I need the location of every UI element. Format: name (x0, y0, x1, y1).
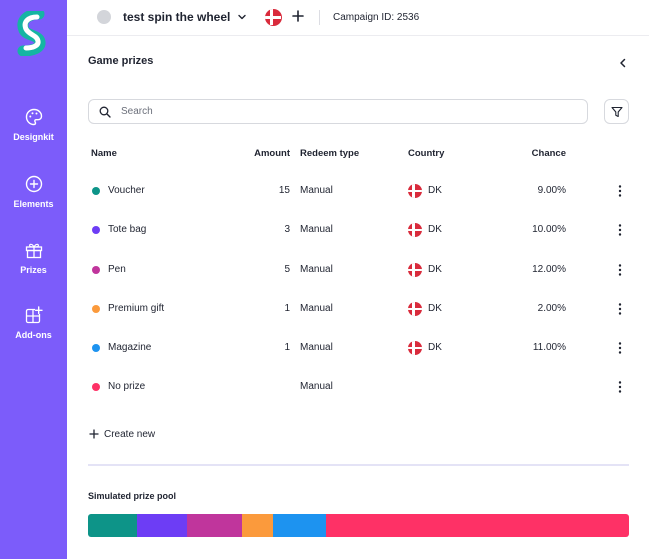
prize-country: DK (428, 224, 442, 235)
gift-icon (25, 243, 42, 259)
prize-pool-segment (326, 514, 629, 537)
campaign-name[interactable]: test spin the wheel (123, 10, 231, 24)
campaign-status-indicator (97, 10, 111, 24)
table-row[interactable]: Pen 5 Manual DK 12.00% (88, 260, 629, 280)
prize-pool-segment (187, 514, 243, 537)
more-options-icon[interactable] (614, 341, 626, 355)
prize-name: Premium gift (108, 303, 165, 314)
create-new-label: Create new (104, 429, 156, 440)
prize-country: DK (428, 185, 442, 196)
prize-redeem-type: Manual (300, 303, 333, 314)
sidebar-item-prizes[interactable]: Prizes (0, 241, 67, 275)
prize-amount: 5 (284, 264, 290, 275)
prize-chance: 11.00% (532, 342, 566, 353)
chevron-down-icon[interactable] (237, 12, 247, 22)
table-row[interactable]: Magazine 1 Manual DK 11.00% (88, 338, 629, 358)
top-bar: test spin the wheel Campaign ID: 2536 (67, 0, 649, 35)
prize-name: Tote bag (108, 224, 147, 235)
divider (67, 35, 649, 36)
prize-pool-title: Simulated prize pool (88, 491, 177, 501)
sidebar-item-label: Prizes (20, 265, 47, 275)
search-input[interactable] (121, 103, 571, 120)
prize-redeem-type: Manual (300, 342, 333, 353)
sidebar-item-designkit[interactable]: Designkit (0, 108, 67, 142)
prize-chance: 9.00% (537, 185, 566, 196)
prize-name: Magazine (108, 342, 152, 353)
prize-color-indicator (92, 305, 100, 313)
prize-chance: 10.00% (532, 224, 566, 235)
search-icon (99, 106, 111, 118)
sidebar-item-label: Add-ons (15, 330, 52, 340)
prize-redeem-type: Manual (300, 185, 333, 196)
denmark-flag-icon (408, 302, 422, 316)
table-row[interactable]: No prize Manual (88, 377, 629, 397)
prize-redeem-type: Manual (300, 224, 333, 235)
sidebar-item-elements[interactable]: Elements (0, 175, 67, 209)
prize-name: No prize (108, 381, 146, 392)
page-title: Game prizes (88, 55, 154, 67)
app-logo-icon[interactable] (15, 8, 51, 57)
plus-circle-icon (25, 175, 42, 193)
palette-icon (25, 108, 42, 126)
denmark-flag-icon (408, 263, 422, 277)
prize-redeem-type: Manual (300, 264, 333, 275)
prize-color-indicator (92, 226, 100, 234)
denmark-flag-icon (408, 184, 422, 198)
add-ons-icon (25, 306, 43, 324)
filter-button[interactable] (604, 99, 629, 124)
prize-chance: 2.00% (537, 303, 566, 314)
prize-amount: 1 (284, 342, 290, 353)
prize-amount: 1 (284, 303, 290, 314)
column-header-redeem-type[interactable]: Redeem type (300, 148, 360, 159)
prize-color-indicator (92, 266, 100, 274)
prize-country: DK (428, 342, 442, 353)
prize-country: DK (428, 264, 442, 275)
column-header-name[interactable]: Name (91, 148, 117, 159)
column-header-chance[interactable]: Chance (531, 148, 566, 159)
prize-name: Voucher (108, 185, 145, 196)
prize-amount: 15 (278, 185, 290, 196)
prize-pool-segment (136, 514, 187, 537)
prize-pool-segment (88, 514, 137, 537)
prize-chance: 12.00% (532, 264, 566, 275)
sidebar-item-label: Elements (13, 199, 54, 209)
plus-icon (89, 429, 99, 439)
sidebar-item-add-ons[interactable]: Add-ons (0, 306, 67, 340)
denmark-flag-icon (408, 341, 422, 355)
divider (319, 10, 320, 25)
table-row[interactable]: Premium gift 1 Manual DK 2.00% (88, 299, 629, 319)
campaign-id: Campaign ID: 2536 (333, 12, 420, 23)
sidebar-item-label: Designkit (13, 132, 54, 142)
prize-color-indicator (92, 344, 100, 352)
sidebar: Designkit Elements Prizes Add-ons (0, 0, 67, 559)
column-header-country[interactable]: Country (408, 148, 445, 159)
search-box (88, 99, 588, 124)
simulated-prize-pool-bar (88, 514, 629, 537)
prize-color-indicator (92, 383, 100, 391)
more-options-icon[interactable] (614, 223, 626, 237)
prize-pool-segment (273, 514, 327, 537)
prize-name: Pen (108, 264, 126, 275)
more-options-icon[interactable] (614, 184, 626, 198)
prize-amount: 3 (284, 224, 290, 235)
denmark-flag-icon (408, 223, 422, 237)
prize-redeem-type: Manual (300, 381, 333, 392)
collapse-panel-button[interactable] (617, 57, 629, 69)
more-options-icon[interactable] (614, 380, 626, 394)
more-options-icon[interactable] (614, 263, 626, 277)
prize-country: DK (428, 303, 442, 314)
prize-pool-segment (242, 514, 273, 537)
add-language-button[interactable] (291, 9, 305, 23)
table-row[interactable]: Tote bag 3 Manual DK 10.00% (88, 220, 629, 240)
prize-color-indicator (92, 187, 100, 195)
filter-icon (611, 106, 623, 118)
divider (88, 464, 629, 466)
table-row[interactable]: Voucher 15 Manual DK 9.00% (88, 181, 629, 201)
column-header-amount[interactable]: Amount (254, 148, 290, 159)
denmark-flag-icon[interactable] (265, 9, 282, 26)
more-options-icon[interactable] (614, 302, 626, 316)
